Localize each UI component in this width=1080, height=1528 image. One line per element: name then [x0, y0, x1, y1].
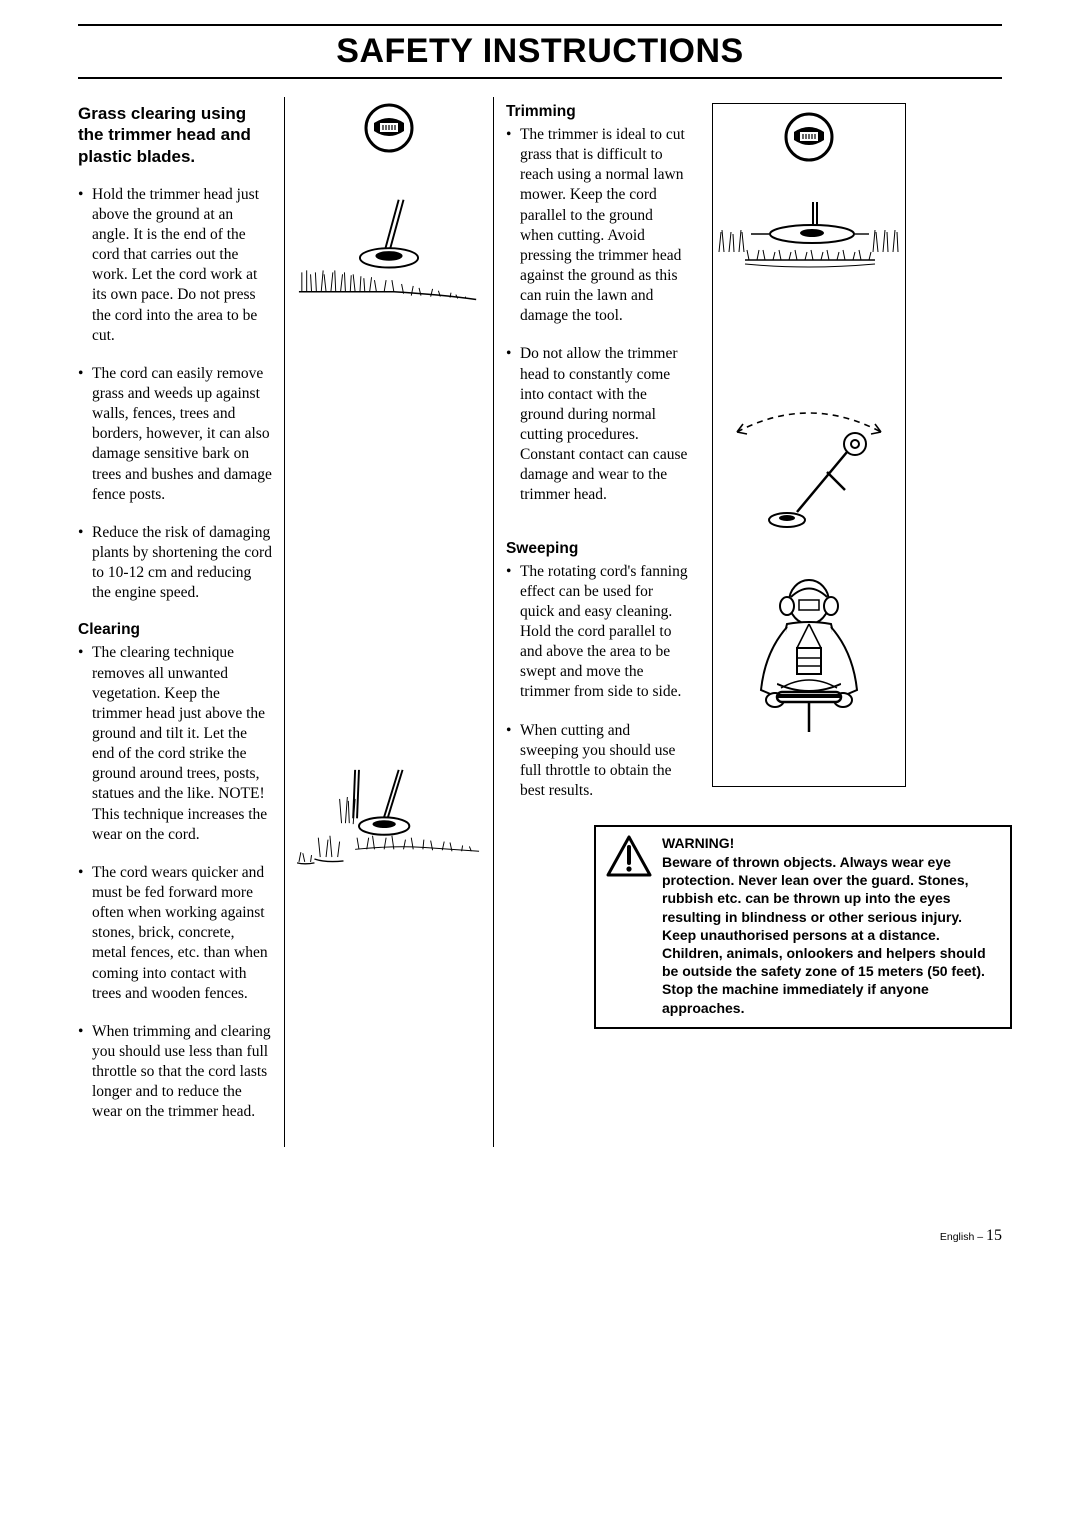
list-item: When trimming and clearing you should us…	[78, 1022, 272, 1123]
illustration-panel	[712, 103, 906, 787]
bullet-list: The rotating cord's fanning effect can b…	[506, 562, 688, 802]
list-item: The clearing technique removes all unwan…	[78, 643, 272, 844]
list-item: Hold the trimmer head just above the gro…	[78, 185, 272, 346]
warning-icon	[606, 835, 652, 1017]
illustration-trimmer-angle	[297, 193, 481, 313]
page-footer: English – 15	[78, 1227, 1002, 1245]
illustration-sweeping-arc	[717, 402, 901, 542]
section-heading-grass-clearing: Grass clearing using the trimmer head an…	[78, 103, 272, 167]
footer-page-number: 15	[986, 1227, 1002, 1244]
sub-heading-clearing: Clearing	[78, 621, 272, 639]
illustration-operator	[717, 572, 901, 772]
list-item: Reduce the risk of damaging plants by sh…	[78, 523, 272, 604]
illustration-clearing	[297, 768, 481, 888]
column-2-illustrations	[284, 97, 494, 1147]
column-1: Grass clearing using the trimmer head an…	[78, 97, 284, 1147]
page-title: SAFETY INSTRUCTIONS	[78, 32, 1002, 71]
top-rule	[78, 24, 1002, 26]
warning-body-2: Keep unauthorised persons at a distance.…	[662, 926, 1000, 1017]
content-columns: Grass clearing using the trimmer head an…	[78, 97, 1002, 1147]
warning-body-1: Beware of thrown objects. Always wear ey…	[662, 853, 1000, 926]
footer-language-label: English –	[940, 1231, 983, 1243]
list-item: The rotating cord's fanning effect can b…	[506, 562, 688, 703]
bullet-list: Hold the trimmer head just above the gro…	[78, 185, 272, 604]
sub-heading-trimming: Trimming	[506, 103, 688, 121]
column-4: WARNING! Beware of thrown objects. Alway…	[700, 97, 1002, 1147]
visor-icon	[717, 112, 901, 162]
list-item: The trimmer is ideal to cut grass that i…	[506, 125, 688, 326]
visor-icon	[297, 103, 481, 153]
sub-heading-sweeping: Sweeping	[506, 540, 688, 558]
bottom-rule	[78, 77, 1002, 79]
warning-box: WARNING! Beware of thrown objects. Alway…	[594, 825, 1012, 1029]
bullet-list: The clearing technique removes all unwan…	[78, 643, 272, 1122]
list-item: When cutting and sweeping you should use…	[506, 721, 688, 802]
list-item: The cord wears quicker and must be fed f…	[78, 863, 272, 1004]
warning-title: WARNING!	[662, 835, 1000, 851]
bullet-list: The trimmer is ideal to cut grass that i…	[506, 125, 688, 506]
list-item: The cord can easily remove grass and wee…	[78, 364, 272, 505]
list-item: Do not allow the trimmer head to constan…	[506, 344, 688, 505]
illustration-trimming-flat	[717, 202, 901, 282]
warning-text: WARNING! Beware of thrown objects. Alway…	[662, 835, 1000, 1017]
